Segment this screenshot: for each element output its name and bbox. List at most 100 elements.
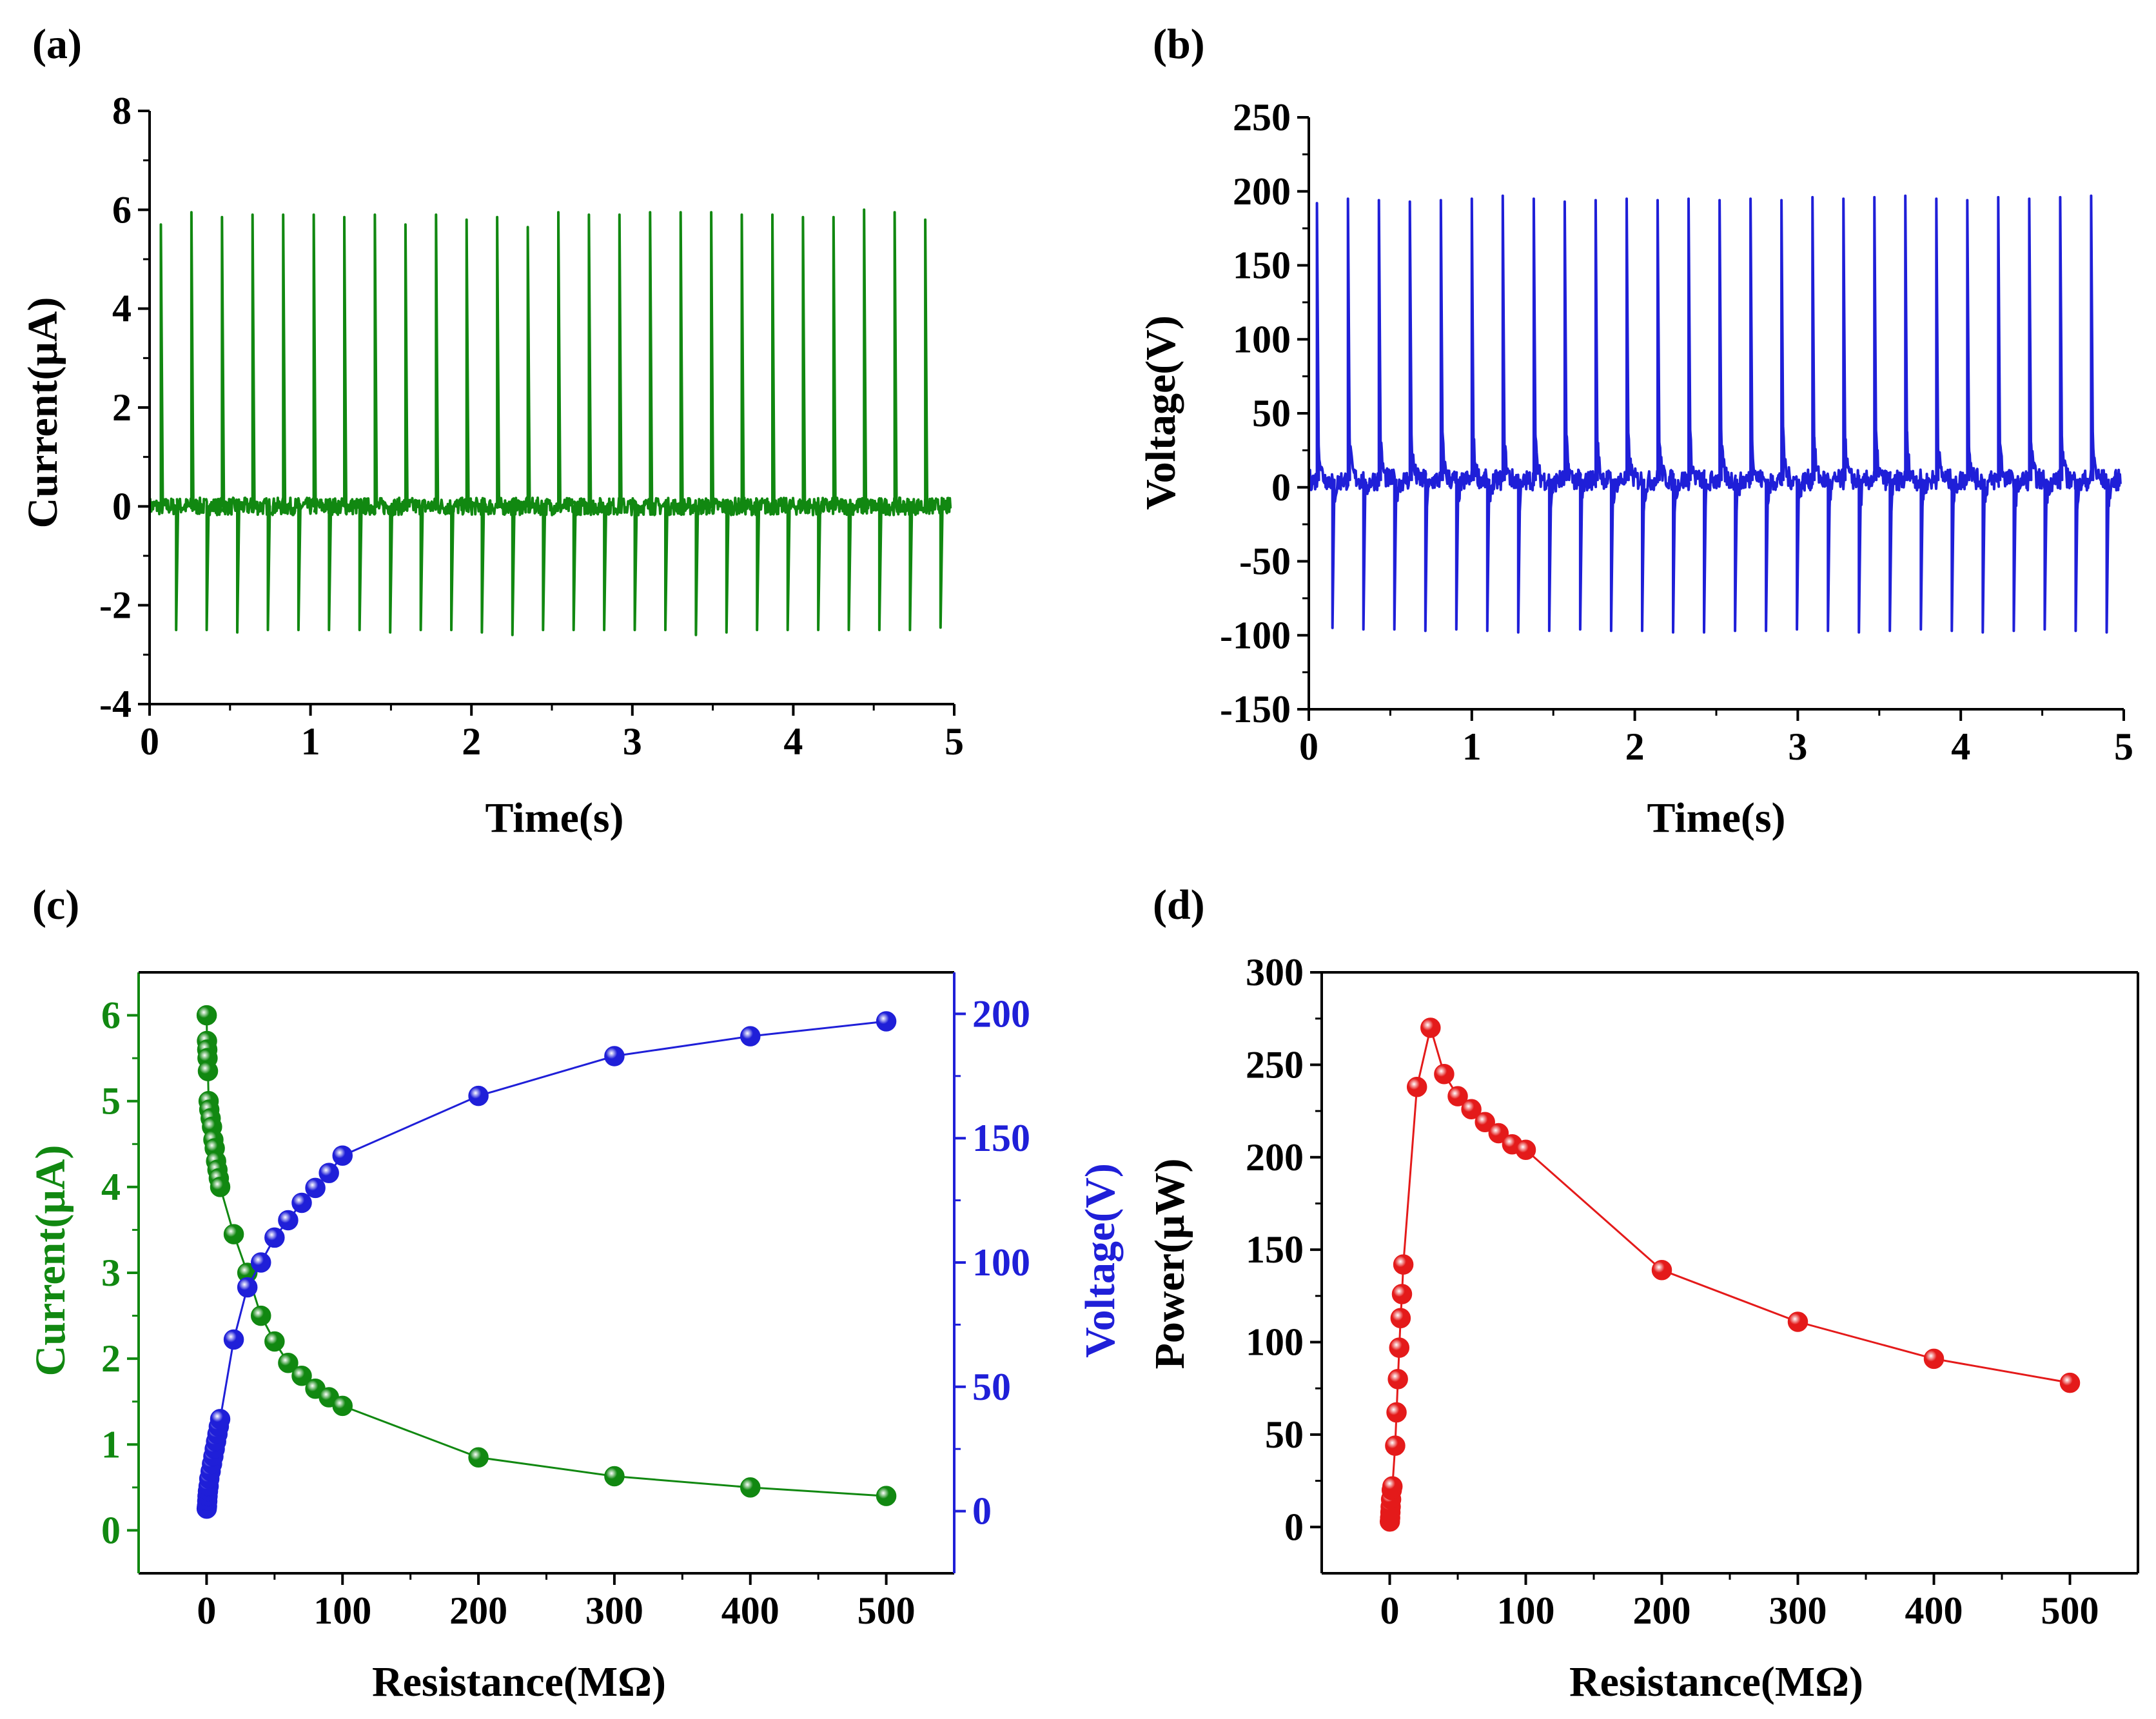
chart-b-y-tick-label: -50 [1239, 540, 1291, 583]
chart-b-ticks: 0 1 2 3 4 5 -150 -100 -50 0 50 100 150 200 250 [1220, 96, 2133, 768]
chart-a-y-tick-label: 4 [112, 288, 132, 330]
chart-c-x-tick-label: 100 [313, 1589, 371, 1632]
chart-d-power-point [1787, 1311, 1808, 1332]
chart-c-x-tick-label: 300 [585, 1589, 643, 1632]
chart-d-power-point [1488, 1123, 1509, 1144]
chart-d-ticks: 0 100 200 300 400 500 0 50 100 150 200 250 300 [1246, 951, 2139, 1632]
chart-a-x-tick-label: 0 [140, 720, 159, 763]
chart-d-power-point [1434, 1063, 1455, 1085]
chart-d-x-tick-label: 300 [1769, 1589, 1827, 1632]
chart-c-marks [196, 1005, 897, 1519]
chart-d-power-point [1387, 1369, 1408, 1390]
chart-c-y-tick-label: 2 [101, 1337, 121, 1380]
chart-d-power-point [1461, 1099, 1482, 1119]
chart-c-voltage-point [264, 1227, 285, 1248]
chart-a-y-tick-label: -4 [99, 683, 132, 725]
chart-c-voltage-point [604, 1046, 625, 1066]
chart-c-voltage-point [291, 1192, 312, 1213]
chart-d-power-point [1382, 1476, 1403, 1497]
chart-c-current-point [251, 1305, 271, 1326]
chart-d-xlabel: Resistance(MΩ) [1569, 1658, 1863, 1705]
chart-d-x-tick-label: 0 [1380, 1589, 1400, 1632]
chart-b-ylabel: Voltage(V) [1137, 315, 1184, 510]
chart-a-y-tick-label: 6 [112, 188, 132, 231]
chart-c-y-tick-label: 4 [101, 1166, 121, 1208]
chart-b-x-tick-label: 4 [1951, 725, 1970, 768]
chart-c-y-tick-label: 0 [972, 1490, 992, 1533]
chart-d-y-tick-label: 150 [1246, 1228, 1304, 1271]
chart-d-power-point [1389, 1337, 1410, 1358]
chart-d-x-tick-label: 100 [1497, 1589, 1555, 1632]
chart-panel-d: 0 100 200 300 400 500 0 50 100 150 200 250 300 Resis… [1146, 951, 2139, 1705]
chart-d-power-point [1447, 1086, 1468, 1106]
chart-c-current-point [291, 1366, 312, 1386]
chart-c-voltage-point [278, 1210, 299, 1231]
chart-c-y-tick-label: 3 [101, 1252, 121, 1294]
chart-c-voltage-point [318, 1163, 339, 1183]
chart-a-x-tick-label: 5 [945, 720, 964, 763]
chart-c-current-point [223, 1224, 244, 1244]
chart-d-power-point [1475, 1112, 1495, 1133]
chart-d-power-point [1391, 1284, 1413, 1304]
chart-c-voltage-point [876, 1011, 897, 1032]
chart-a-ticks: 0 1 2 3 4 5 -4 -2 0 2 4 6 8 [99, 90, 964, 763]
chart-c-current-point [196, 1005, 217, 1026]
chart-c-current-point [876, 1486, 897, 1506]
chart-c-ylabel-right: Voltage(V) [1077, 1163, 1124, 1358]
chart-d-power-point [1515, 1139, 1536, 1161]
chart-c-y-tick-label: 50 [972, 1366, 1011, 1408]
chart-c-current-point [278, 1353, 299, 1373]
chart-c-y-tick-label: 5 [101, 1080, 121, 1123]
chart-b-x-tick-label: 2 [1625, 725, 1645, 768]
chart-b-y-tick-label: 250 [1233, 96, 1291, 139]
chart-c-voltage-point [332, 1145, 353, 1166]
chart-a-ylabel: Current(μA) [19, 297, 66, 529]
chart-b-marks [1308, 194, 2122, 634]
chart-d-x-tick-label: 500 [2041, 1589, 2099, 1632]
chart-b-xlabel: Time(s) [1647, 794, 1785, 841]
chart-c-y-tick-label: 0 [101, 1509, 121, 1551]
chart-d-y-tick-label: 50 [1265, 1413, 1304, 1456]
panel-label-b: (b) [1153, 21, 1205, 68]
chart-c-current-line [206, 1015, 887, 1497]
chart-c-voltage-point [237, 1277, 258, 1298]
chart-d-x-tick-label: 400 [1905, 1589, 1963, 1632]
chart-b-x-tick-label: 5 [2114, 725, 2133, 768]
chart-d-ylabel: Power(μW) [1146, 1159, 1193, 1370]
panel-label-c: (c) [32, 881, 79, 928]
chart-b-y-tick-label: 200 [1233, 170, 1291, 213]
panel-label-a: (a) [32, 21, 82, 68]
chart-panel-c: 0 100 200 300 400 500 0 1 2 3 4 5 6 0 50 100 150 200 Resi… [27, 971, 1124, 1705]
chart-a-x-tick-label: 2 [462, 720, 481, 763]
chart-b-x-tick-label: 1 [1462, 725, 1482, 768]
chart-c-voltage-point [740, 1026, 761, 1046]
chart-d-power-point [1420, 1017, 1441, 1038]
chart-d-power-point [1651, 1259, 1672, 1281]
chart-c-y-tick-label: 1 [101, 1423, 121, 1466]
chart-c-y-tick-label: 6 [101, 994, 121, 1037]
chart-d-y-tick-label: 300 [1246, 951, 1304, 994]
chart-b-x-tick-label: 3 [1788, 725, 1807, 768]
chart-c-y-tick-label: 200 [972, 992, 1030, 1035]
chart-b-x-tick-label: 0 [1299, 725, 1318, 768]
chart-c-current-point [197, 1061, 219, 1081]
chart-c-ylabel: Current(μA) [27, 1145, 74, 1377]
chart-d-power-line [1389, 1024, 2070, 1522]
chart-c-xlabel: Resistance(MΩ) [372, 1658, 666, 1705]
chart-a-y-tick-label: 0 [112, 485, 132, 527]
chart-c-ticks: 0 100 200 300 400 500 0 1 2 3 4 5 6 0 50 100 150 200 [101, 971, 1030, 1632]
chart-c-y-tick-label: 100 [972, 1241, 1030, 1284]
chart-c-x-tick-label: 400 [721, 1589, 779, 1632]
chart-b-y-tick-label: 0 [1271, 466, 1291, 509]
chart-c-voltage-point [251, 1252, 271, 1273]
chart-b-y-tick-label: 50 [1252, 392, 1291, 435]
chart-panel-b: 0 1 2 3 4 5 -150 -100 -50 0 50 100 150 200 250 Time(s)… [1137, 96, 2133, 841]
chart-c-voltage-point [468, 1085, 489, 1106]
chart-d-power-point [2059, 1372, 2081, 1393]
chart-c-current-point [604, 1466, 625, 1487]
chart-d-y-tick-label: 0 [1284, 1506, 1304, 1548]
chart-d-y-tick-label: 250 [1246, 1043, 1304, 1086]
chart-d-marks [1379, 1017, 2081, 1532]
chart-a-xlabel: Time(s) [485, 794, 623, 841]
